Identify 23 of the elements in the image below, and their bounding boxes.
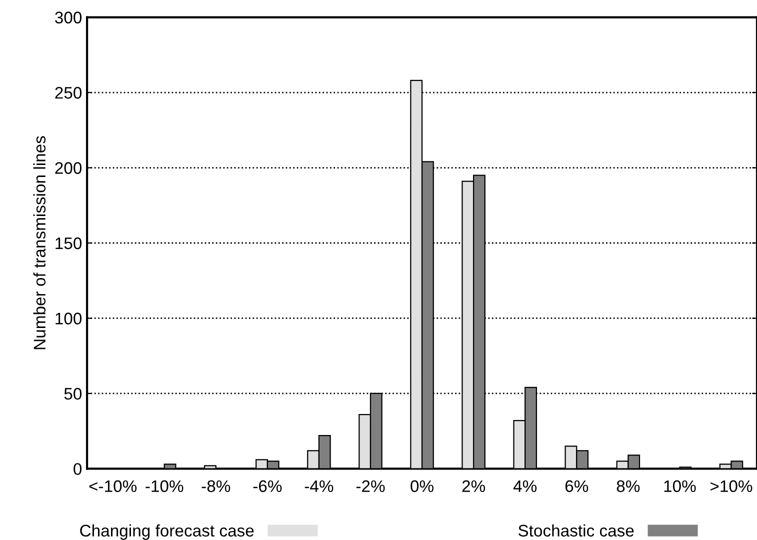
x-tick-label: -6% [253, 480, 282, 492]
x-tick-label: 2% [462, 480, 486, 492]
y-tick-label: 150 [56, 237, 82, 250]
x-tick-label: -8% [202, 480, 230, 492]
x-tick-label: 10% [664, 480, 696, 492]
y-tick-label: 100 [56, 312, 82, 324]
x-tick-label: -2% [356, 480, 385, 492]
y-tick-label: 0 [74, 463, 82, 475]
x-tick-label: <-10% [89, 480, 137, 492]
y-axis-title: Number of transmission lines [33, 136, 46, 350]
x-tick-label: -10% [146, 480, 184, 492]
x-tick-label: 8% [616, 480, 640, 492]
x-tick-label: 4% [513, 480, 537, 492]
y-tick-label: 50 [64, 388, 82, 400]
x-tick-label: 6% [565, 480, 588, 492]
legend-label: Changing forecast case [80, 524, 254, 540]
legend-label: Stochastic case [518, 524, 634, 537]
y-tick-label: 200 [55, 162, 82, 174]
x-tick-label: >10% [710, 480, 752, 492]
y-tick-label: 300 [55, 12, 82, 24]
x-tick-label: 0% [410, 480, 434, 492]
y-tick-label: 250 [55, 86, 82, 99]
x-tick-label: -4% [304, 480, 334, 492]
